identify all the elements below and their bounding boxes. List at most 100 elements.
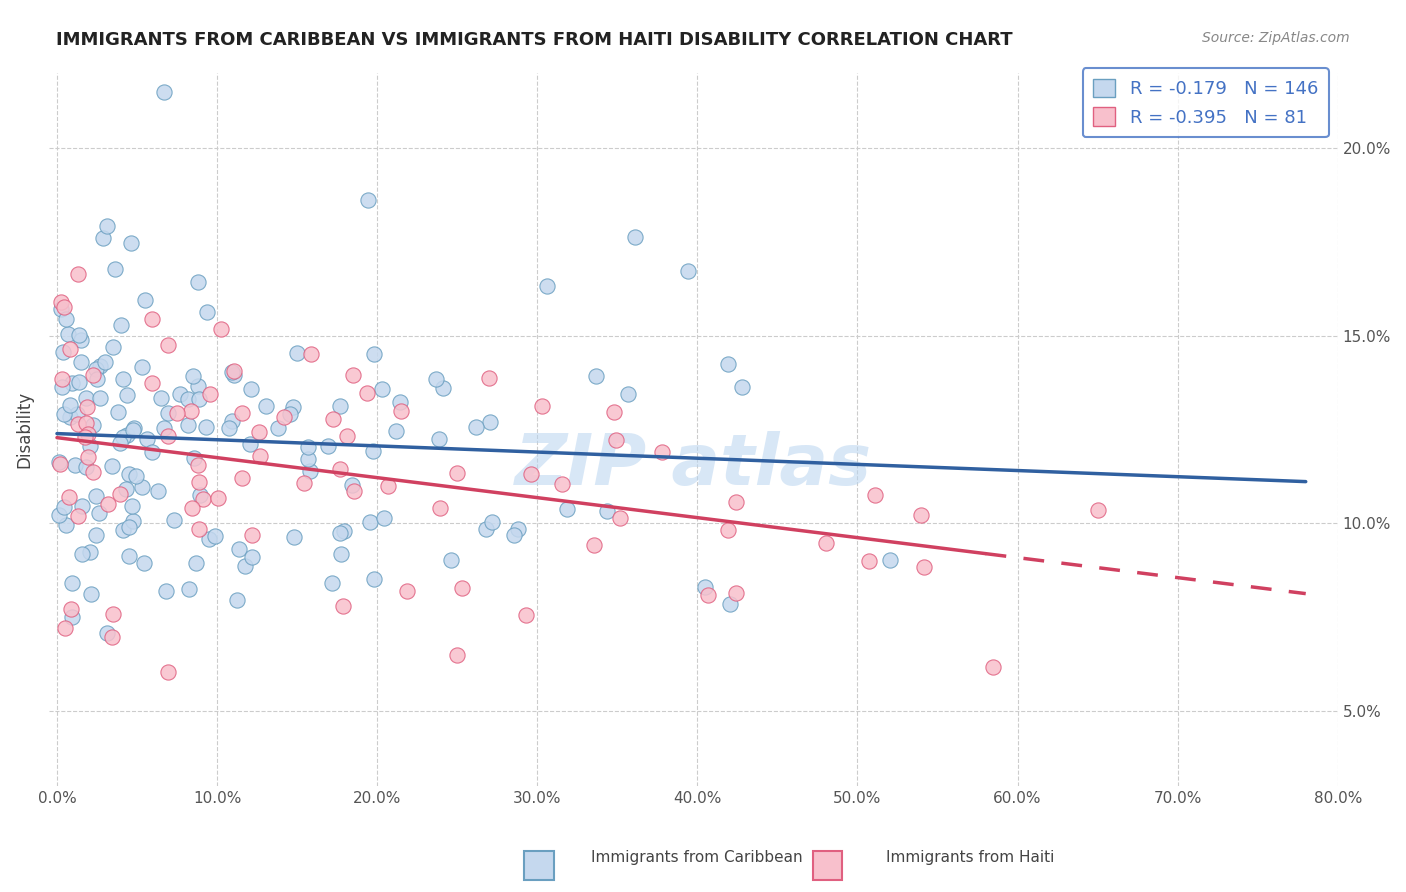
Point <box>141 445 163 459</box>
Point <box>80 586 103 600</box>
Point <box>91 230 114 244</box>
Point <box>166 406 188 420</box>
Point <box>450 581 472 595</box>
Point <box>156 429 179 443</box>
Point <box>550 476 572 491</box>
Point <box>585 368 607 383</box>
Point <box>481 515 503 529</box>
Point <box>332 599 354 614</box>
Legend: R = -0.179   N = 146, R = -0.395   N = 81: R = -0.179 N = 146, R = -0.395 N = 81 <box>1083 68 1329 137</box>
Point <box>73 430 96 444</box>
Point <box>134 293 156 307</box>
Point <box>187 522 209 536</box>
Point <box>194 420 217 434</box>
FancyBboxPatch shape <box>813 851 842 880</box>
Point <box>356 386 378 401</box>
Point <box>207 491 229 505</box>
Point <box>377 479 399 493</box>
Point <box>429 501 451 516</box>
Point <box>107 404 129 418</box>
Point <box>187 379 209 393</box>
Point <box>48 455 70 469</box>
Point <box>115 388 138 402</box>
Point <box>89 359 111 374</box>
Point <box>465 420 488 434</box>
Point <box>75 391 97 405</box>
Point <box>329 462 352 476</box>
Point <box>163 513 186 527</box>
Point <box>249 449 271 463</box>
Point <box>156 338 179 352</box>
Point <box>148 483 170 498</box>
Point <box>240 549 263 564</box>
Point <box>427 432 450 446</box>
Text: ZIP atlas: ZIP atlas <box>515 431 872 500</box>
Point <box>67 328 90 343</box>
Point <box>49 458 72 472</box>
Point <box>58 398 80 412</box>
Point <box>87 507 110 521</box>
Point <box>84 489 107 503</box>
Point <box>297 452 319 467</box>
Text: Immigrants from Haiti: Immigrants from Haiti <box>886 850 1054 865</box>
Point <box>200 386 222 401</box>
Point <box>177 582 200 597</box>
Point <box>132 556 155 570</box>
Point <box>131 480 153 494</box>
Point <box>357 194 380 208</box>
Point <box>555 502 578 516</box>
Point <box>66 417 89 431</box>
Point <box>96 219 118 233</box>
Point <box>425 371 447 385</box>
Point <box>52 344 75 359</box>
Point <box>218 420 240 434</box>
Point <box>316 439 339 453</box>
Point <box>605 433 627 447</box>
Point <box>717 357 740 371</box>
Point <box>75 459 97 474</box>
Point <box>118 549 141 563</box>
Point <box>155 584 177 599</box>
Point <box>717 523 740 537</box>
Point <box>187 458 209 473</box>
Point <box>267 420 290 434</box>
Point <box>582 539 605 553</box>
Point <box>879 553 901 567</box>
Point <box>49 302 72 317</box>
Point <box>101 458 124 473</box>
Point <box>84 528 107 542</box>
Point <box>103 607 125 621</box>
Point <box>336 429 359 443</box>
Point <box>183 450 205 465</box>
Point <box>84 361 107 376</box>
Point <box>329 526 352 541</box>
Point <box>103 261 125 276</box>
Point <box>536 278 558 293</box>
Point <box>298 464 321 478</box>
Point <box>617 387 640 401</box>
Point <box>153 85 176 99</box>
Point <box>343 484 366 499</box>
Point <box>66 407 89 421</box>
Point <box>63 458 86 472</box>
Point <box>52 300 75 314</box>
Point <box>117 520 139 534</box>
Point <box>112 430 135 444</box>
Point <box>96 626 118 640</box>
Point <box>239 436 262 450</box>
Point <box>111 372 134 386</box>
Point <box>330 548 353 562</box>
Point <box>59 409 82 424</box>
Point <box>188 475 211 489</box>
Point <box>696 588 718 602</box>
Point <box>60 376 83 390</box>
Point <box>209 322 232 336</box>
Point <box>82 368 104 382</box>
Point <box>321 575 343 590</box>
Point <box>76 401 98 415</box>
Point <box>396 584 419 599</box>
Point <box>221 365 243 379</box>
Point <box>186 275 208 289</box>
Point <box>363 444 385 458</box>
Point <box>373 511 395 525</box>
